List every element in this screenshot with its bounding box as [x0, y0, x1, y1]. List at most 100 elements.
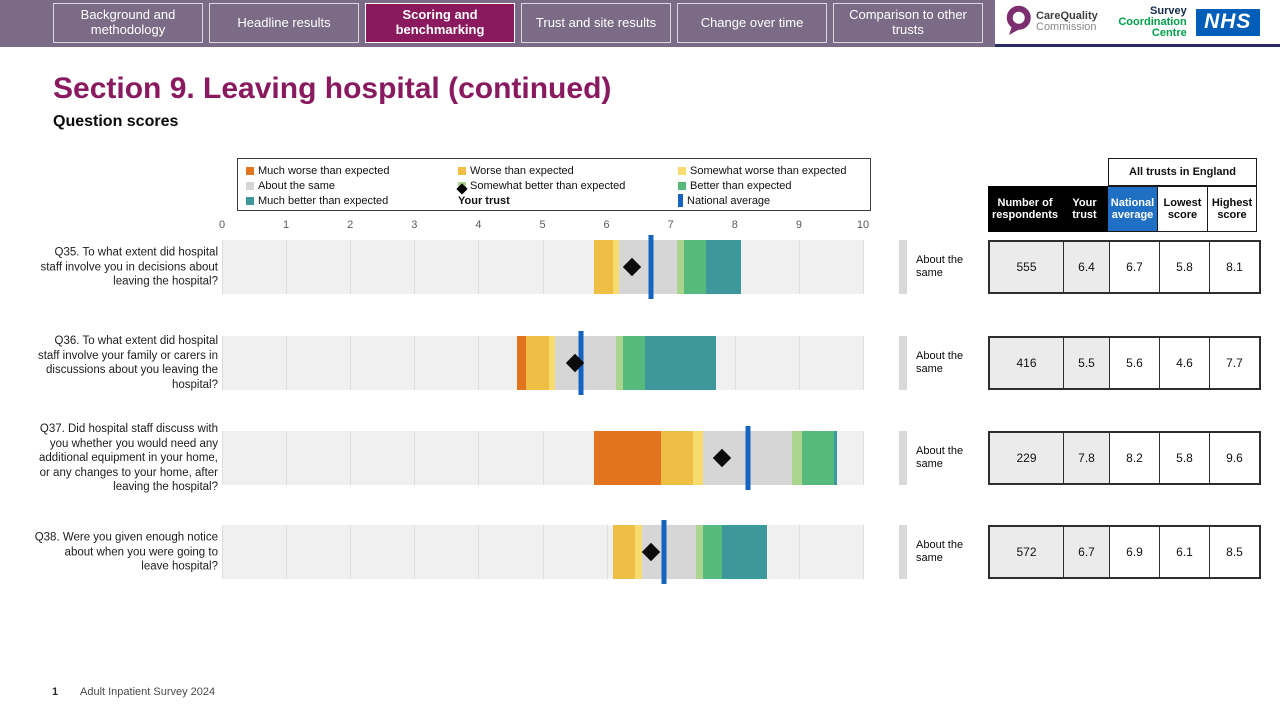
cell-highest-score: 7.7: [1226, 356, 1243, 370]
page-subtitle: Question scores: [53, 113, 179, 130]
cell-your-trust: 6.4: [1064, 242, 1110, 292]
nav-tabs: Background and methodology Headline resul…: [53, 3, 983, 43]
bar-segment-much_better: [721, 525, 767, 579]
row-caption: About the same: [916, 254, 964, 279]
cell-lowest-score: 4.6: [1160, 338, 1210, 388]
legend-label: About the same: [258, 179, 336, 192]
bar-segment-worse: [593, 240, 613, 294]
axis-tick-label: 0: [218, 219, 226, 231]
tab-label: Trust and site results: [535, 14, 657, 30]
legend-label: National average: [687, 194, 771, 207]
gridline: [414, 525, 416, 579]
gridline: [863, 240, 864, 294]
caption-bar: [899, 525, 907, 579]
bar-segment-somewhat_worse: [693, 431, 703, 485]
gridline: [478, 431, 480, 485]
legend-label: Worse than expected: [470, 164, 574, 177]
gridline: [863, 336, 864, 390]
gridline: [542, 240, 544, 294]
chart-legend: Much worse than expected Worse than expec…: [237, 158, 871, 211]
caption-bar: [899, 431, 907, 485]
bar-segment-somewhat_better: [616, 336, 623, 390]
bar-segment-much_better: [645, 336, 716, 390]
row-caption: About the same: [916, 445, 964, 470]
legend-item-worse-than-expected: Worse than expected: [458, 163, 678, 178]
legend-swatch-icon: [246, 166, 254, 175]
gridline: [222, 336, 223, 390]
tab-comparison-to-other-trusts[interactable]: Comparison to other trusts: [833, 3, 983, 43]
tab-label: Headline results: [237, 14, 331, 30]
results-table-row: 555 6.4 6.7 5.8 8.1: [988, 240, 1261, 294]
national-average-line: [661, 520, 667, 584]
bar-segment-worse: [661, 431, 694, 485]
cell-highest-score: 8.5: [1226, 545, 1243, 559]
legend-item-much-worse-than-expected: Much worse than expected: [246, 163, 458, 178]
axis-tick-label: 10: [856, 219, 870, 231]
row-caption: About the same: [916, 350, 964, 375]
bar-segment-better: [622, 336, 646, 390]
bar-segment-much_worse: [516, 336, 527, 390]
results-table-row: 416 5.5 5.6 4.6 7.7: [988, 336, 1261, 390]
gridline: [286, 525, 288, 579]
legend-label: Somewhat better than expected: [470, 179, 626, 192]
cell-national-average: 6.7: [1110, 242, 1160, 292]
legend-item-about-the-same: About the same: [246, 178, 458, 193]
scc-line2: Coordination: [1118, 15, 1187, 28]
tab-change-over-time[interactable]: Change over time: [677, 3, 827, 43]
cell-your-trust: 7.8: [1064, 433, 1110, 483]
bar-segment-much_better: [705, 240, 742, 294]
legend-label: Much better than expected: [258, 194, 389, 207]
top-nav-bar: Background and methodology Headline resul…: [0, 0, 1280, 47]
gridline: [350, 431, 352, 485]
cell-national-average: 8.2: [1110, 433, 1160, 483]
tab-trust-and-site-results[interactable]: Trust and site results: [521, 3, 671, 43]
axis-tick-label: 8: [731, 219, 738, 231]
chart-row: Q35. To what extent did hospital staff i…: [0, 235, 1280, 299]
caption-bar: [899, 240, 907, 294]
cqc-line1: CareQuality: [1036, 10, 1098, 22]
cell-national-average: 6.9: [1110, 527, 1160, 577]
col-header-respondents: Number of respondents: [988, 186, 1062, 232]
bar-segment-somewhat_better: [677, 240, 684, 294]
axis-tick-label: 2: [347, 219, 354, 231]
bar-segment-somewhat_worse: [613, 240, 620, 294]
col-header-highest-score: Highest score: [1208, 186, 1257, 232]
cell-your-trust: 5.5: [1064, 338, 1110, 388]
tab-background-and-methodology[interactable]: Background and methodology: [53, 3, 203, 43]
benchmark-strip: [222, 426, 864, 490]
question-label: Q36. To what extent did hospital staff i…: [37, 335, 218, 391]
chart-row: Q37. Did hospital staff discuss with you…: [0, 423, 1280, 493]
legend-item-your-trust: Your trust: [456, 182, 678, 208]
cell-highest-score: 9.6: [1226, 451, 1243, 465]
gridline: [863, 431, 864, 485]
gridline: [414, 336, 416, 390]
cqc-q-icon: [1003, 4, 1033, 41]
results-table-row: 572 6.7 6.9 6.1 8.5: [988, 525, 1261, 579]
gridline: [798, 525, 800, 579]
col-header-lowest-score: Lowest score: [1158, 186, 1208, 232]
tab-headline-results[interactable]: Headline results: [209, 3, 359, 43]
gridline: [350, 336, 352, 390]
cell-respondents: 572: [990, 527, 1064, 577]
axis-tick-label: 3: [411, 219, 418, 231]
nhs-logo: NHS: [1195, 8, 1260, 36]
bar-segment-about_same: [555, 336, 617, 390]
cell-national-average: 5.6: [1110, 338, 1160, 388]
gridline: [286, 240, 288, 294]
legend-item-much-better-than-expected: Much better than expected: [246, 193, 458, 208]
bar-segment-worse: [613, 525, 636, 579]
results-table-row: 229 7.8 8.2 5.8 9.6: [988, 431, 1261, 485]
legend-swatch-icon: [246, 196, 254, 205]
gridline: [414, 431, 416, 485]
question-label: Q35. To what extent did hospital staff i…: [40, 246, 218, 288]
gridline: [350, 525, 352, 579]
tab-label: Comparison to other trusts: [849, 7, 967, 37]
gridline: [414, 240, 416, 294]
bar-segment-somewhat_better: [696, 525, 703, 579]
cell-lowest-score: 5.8: [1160, 433, 1210, 483]
tab-scoring-and-benchmarking[interactable]: Scoring and benchmarking: [365, 3, 515, 43]
gridline: [478, 525, 480, 579]
gridline: [350, 240, 352, 294]
legend-label: Better than expected: [690, 179, 792, 192]
gridline: [222, 525, 223, 579]
